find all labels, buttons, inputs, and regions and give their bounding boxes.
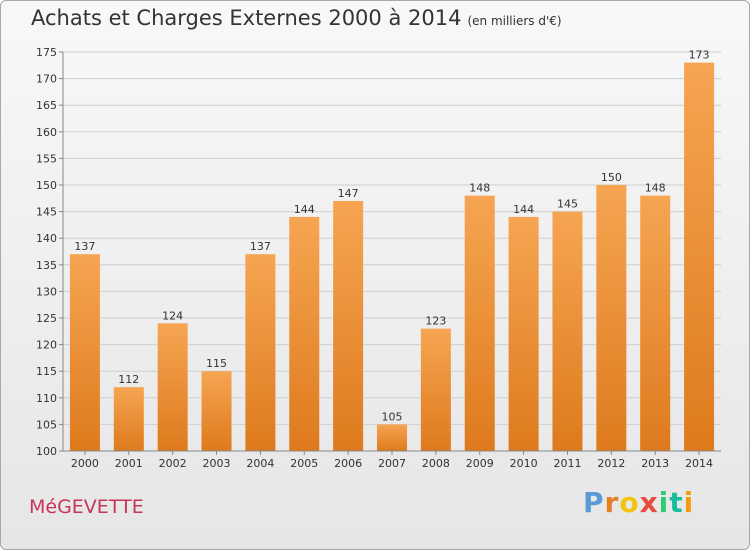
- chart-subtitle: (en milliers d'€): [467, 14, 562, 28]
- y-tick-label: 110: [36, 392, 57, 405]
- logo-letter: t: [669, 486, 684, 519]
- logo-letter: i: [683, 486, 695, 519]
- bar: [552, 211, 583, 451]
- bar: [508, 216, 539, 451]
- bar: [684, 62, 715, 451]
- y-tick-label: 130: [36, 285, 57, 298]
- y-tick-label: 160: [36, 126, 57, 139]
- x-tick-label: 2005: [290, 457, 318, 470]
- y-tick-label: 165: [36, 99, 57, 112]
- y-tick-label: 170: [36, 73, 57, 86]
- bar: [377, 424, 407, 451]
- bars: 137 112 124 115 137 144 147 105 123 148 144 145 150 1…: [69, 49, 715, 451]
- bar: [245, 254, 276, 451]
- x-tick-label: 2000: [71, 457, 99, 470]
- x-tick-label: 2011: [553, 457, 581, 470]
- bar: [201, 371, 232, 451]
- bar: [157, 323, 188, 451]
- bar: [640, 195, 671, 451]
- bar-value-label: 123: [425, 315, 446, 328]
- bar-value-label: 145: [557, 198, 578, 211]
- y-tick-label: 145: [36, 206, 57, 219]
- proxiti-logo: Proxiti: [583, 486, 694, 519]
- y-tick-label: 175: [36, 46, 57, 59]
- axes: 100 105 110 115 120 125 130 135 140 145 150 155 160 1…: [36, 46, 721, 470]
- logo-letter: P: [583, 486, 605, 519]
- bar-value-label: 137: [250, 240, 271, 253]
- x-tick-label: 2002: [159, 457, 187, 470]
- bar: [113, 387, 144, 451]
- bar-value-label: 112: [118, 373, 139, 386]
- bar: [420, 328, 451, 451]
- x-tick-label: 2001: [115, 457, 143, 470]
- y-tick-label: 105: [36, 418, 57, 431]
- bar-value-label: 124: [162, 309, 183, 322]
- bar: [596, 185, 627, 451]
- bar-value-label: 148: [645, 182, 666, 195]
- x-tick-label: 2004: [246, 457, 274, 470]
- bar-value-label: 144: [513, 203, 534, 216]
- logo-letter: i: [658, 486, 670, 519]
- x-tick-label: 2003: [203, 457, 231, 470]
- chart-title: Achats et Charges Externes 2000 à 2014 (e…: [31, 6, 562, 30]
- bar-value-label: 148: [469, 182, 490, 195]
- x-tick-label: 2009: [466, 457, 494, 470]
- bar: [464, 195, 495, 451]
- bar-value-label: 147: [338, 187, 359, 200]
- bar-value-label: 144: [294, 203, 315, 216]
- x-tick-label: 2008: [422, 457, 450, 470]
- bar-value-label: 137: [74, 240, 95, 253]
- logo-letter: r: [604, 486, 620, 519]
- bar-value-label: 150: [601, 171, 622, 184]
- y-tick-label: 140: [36, 232, 57, 245]
- bar: [69, 254, 100, 451]
- y-tick-label: 135: [36, 259, 57, 272]
- y-tick-label: 120: [36, 339, 57, 352]
- logo-letter: o: [619, 486, 640, 519]
- y-tick-label: 125: [36, 312, 57, 325]
- x-tick-label: 2012: [597, 457, 625, 470]
- chart-title-text: Achats et Charges Externes 2000 à 2014: [31, 6, 462, 30]
- y-tick-label: 100: [36, 445, 57, 458]
- x-tick-label: 2007: [378, 457, 406, 470]
- logo-letter: x: [639, 486, 659, 519]
- x-tick-label: 2013: [641, 457, 669, 470]
- x-tick-label: 2010: [510, 457, 538, 470]
- x-tick-label: 2006: [334, 457, 362, 470]
- y-tick-label: 150: [36, 179, 57, 192]
- commune-name: MéGEVETTE: [29, 496, 144, 518]
- x-tick-label: 2014: [685, 457, 713, 470]
- y-tick-label: 115: [36, 365, 57, 378]
- bar-value-label: 173: [689, 49, 710, 62]
- bar: [333, 200, 364, 451]
- bar-value-label: 105: [382, 410, 403, 423]
- bar: [289, 216, 320, 451]
- bar-value-label: 115: [206, 357, 227, 370]
- y-tick-label: 155: [36, 152, 57, 165]
